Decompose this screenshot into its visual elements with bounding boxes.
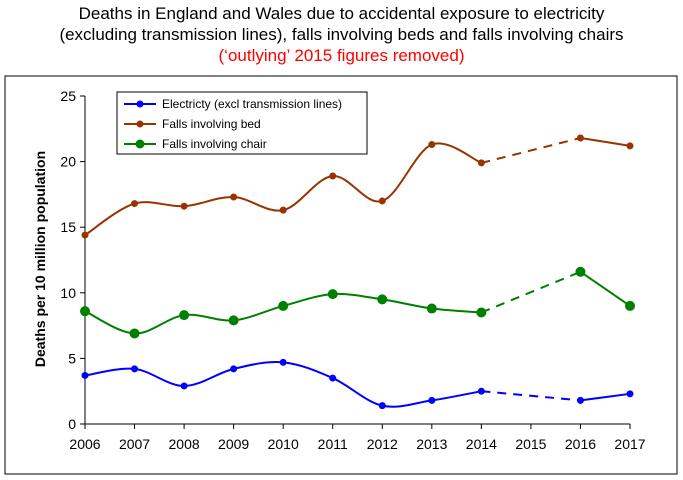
y-tick-label: 10 xyxy=(60,285,76,301)
data-point xyxy=(131,200,139,208)
data-point xyxy=(626,142,634,150)
series-3 xyxy=(80,266,635,339)
data-point xyxy=(131,365,139,373)
data-point xyxy=(81,371,89,379)
data-point xyxy=(278,300,289,311)
series-gap-line xyxy=(481,137,581,164)
data-point xyxy=(378,197,386,205)
chart-title-line-2: (excluding transmission lines), falls in… xyxy=(59,25,624,44)
data-point xyxy=(428,396,436,404)
series-line xyxy=(84,292,482,335)
data-point xyxy=(377,294,388,305)
series-line xyxy=(580,392,631,402)
series-gap-line xyxy=(481,390,581,402)
legend-item-2: Falls involving bed xyxy=(124,117,261,131)
series-line xyxy=(579,270,631,307)
series-layer xyxy=(80,134,635,410)
data-point xyxy=(477,387,485,395)
data-point xyxy=(625,300,635,311)
data-point xyxy=(327,289,338,300)
data-point xyxy=(329,172,337,180)
legend-swatch-marker xyxy=(135,139,145,149)
data-point xyxy=(576,396,584,404)
data-point xyxy=(428,141,436,149)
x-tick-label: 2012 xyxy=(367,436,398,452)
y-tick-label: 5 xyxy=(68,350,76,366)
data-point xyxy=(576,134,584,142)
axes: 0 5 10 15 20 25 2006 2007 2008 2009 2010 2011 2012 20… xyxy=(60,88,645,452)
data-point xyxy=(81,231,89,239)
data-point xyxy=(476,307,487,318)
y-tick-label: 0 xyxy=(68,416,76,432)
x-tick-label: 2015 xyxy=(515,436,546,452)
x-tick-label: 2013 xyxy=(416,436,447,452)
legend-label: Falls involving bed xyxy=(162,117,261,131)
chart-border xyxy=(4,75,678,475)
data-point xyxy=(129,328,140,339)
data-point xyxy=(626,390,634,398)
legend-box xyxy=(116,91,368,155)
series-line xyxy=(84,142,482,236)
y-tick-label: 20 xyxy=(60,154,76,170)
chart-title-line-1: Deaths in England and Wales due to accid… xyxy=(78,4,605,23)
x-tick-label: 2011 xyxy=(318,436,348,452)
data-point xyxy=(230,193,238,201)
series-gap-line xyxy=(480,270,581,314)
x-tick-label: 2010 xyxy=(268,436,299,452)
data-point xyxy=(329,374,337,382)
data-point xyxy=(279,358,287,366)
data-point xyxy=(575,266,586,277)
data-point xyxy=(179,310,190,321)
data-point xyxy=(80,306,90,317)
legend-swatch-marker xyxy=(136,100,144,108)
x-tick-label: 2009 xyxy=(218,436,249,452)
y-tick-label: 15 xyxy=(60,219,76,235)
series-2 xyxy=(81,134,634,239)
y-axis-label: Deaths per 10 million population xyxy=(32,151,48,367)
chart-subtitle: (‘outlying’ 2015 figures removed) xyxy=(218,46,465,65)
x-tick-label: 2006 xyxy=(69,436,100,452)
data-point xyxy=(180,202,188,210)
series-line xyxy=(84,361,482,408)
series-line xyxy=(580,136,631,147)
x-tick-label: 2007 xyxy=(119,436,150,452)
data-point xyxy=(279,206,287,214)
legend-item-1: Electricty (excl transmission lines) xyxy=(124,97,342,111)
legend-swatch-marker xyxy=(136,120,144,128)
x-tick-label: 2016 xyxy=(565,436,596,452)
data-point xyxy=(477,159,485,167)
data-point xyxy=(426,303,437,314)
x-tick-label: 2008 xyxy=(169,436,200,452)
data-point xyxy=(230,365,238,373)
x-tick-label: 2014 xyxy=(466,436,497,452)
data-point xyxy=(378,402,386,410)
y-tick-label: 25 xyxy=(60,88,76,104)
data-point xyxy=(180,382,188,390)
legend-label: Falls involving chair xyxy=(162,137,267,151)
data-point xyxy=(228,315,239,326)
legend-label: Electricty (excl transmission lines) xyxy=(162,97,342,111)
x-tick-label: 2017 xyxy=(614,436,645,452)
series-1 xyxy=(81,358,634,410)
legend: Electricty (excl transmission lines) Fall… xyxy=(116,91,368,155)
legend-item-3: Falls involving chair xyxy=(124,137,267,151)
